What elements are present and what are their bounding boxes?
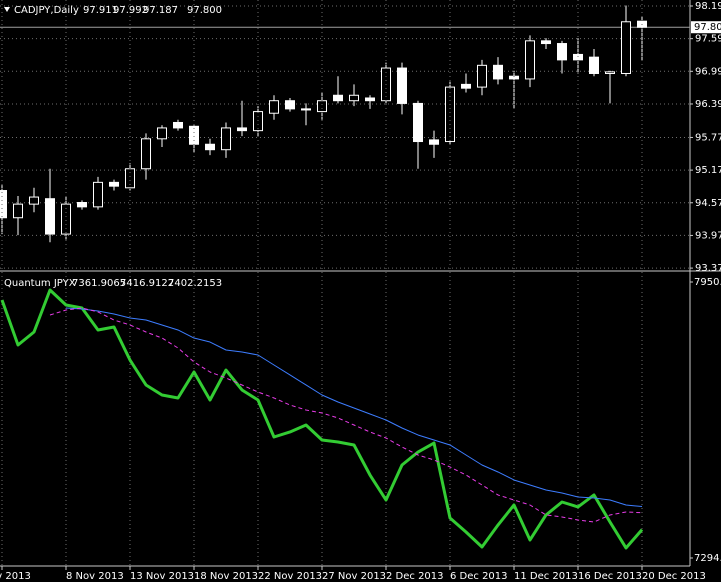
candle-body	[141, 138, 151, 170]
y-tick-label: 95.175	[695, 165, 721, 176]
ohlc-open: 97.911	[83, 5, 118, 16]
candle-body	[445, 86, 455, 143]
ohlc-low: 97.187	[143, 5, 178, 16]
candle-body	[333, 94, 343, 102]
candle-body	[573, 53, 583, 61]
x-tick-label: 22 Nov 2013	[258, 571, 322, 582]
candle-body	[413, 102, 423, 143]
candle-body	[365, 97, 375, 102]
x-tick-label: 20 Dec 2013	[642, 571, 706, 582]
candle-body	[77, 202, 87, 208]
y-tick-label: 96.390	[695, 99, 721, 110]
candle-body	[461, 83, 471, 89]
current-price-label: 97.800	[694, 22, 721, 33]
x-tick-label: 4 Nov 2013	[0, 571, 31, 582]
candle-body	[493, 64, 503, 80]
candle-body	[589, 56, 599, 74]
y-tick-label: 93.975	[695, 230, 721, 241]
candle-body	[173, 121, 183, 129]
ohlc-close: 97.800	[187, 5, 222, 16]
candle-body	[429, 139, 439, 145]
indicator-value-2: 7416.9122	[120, 278, 174, 289]
y-tick-label: 7950.94	[694, 277, 721, 288]
candle-body	[253, 111, 263, 132]
candle-body	[13, 203, 23, 219]
indicator-line	[0, 288, 644, 550]
x-tick-label: 27 Nov 2013	[322, 571, 386, 582]
symbol-label: CADJPY,Daily	[14, 5, 79, 16]
indicator-line	[65, 307, 643, 508]
candle-body	[317, 100, 327, 113]
indicator-value-3: 7402.2153	[168, 278, 222, 289]
header-arrow	[4, 7, 10, 12]
candle-body	[397, 67, 407, 104]
candle-body	[109, 181, 119, 187]
current-price-box	[691, 21, 721, 34]
y-tick-label: 7294.56	[694, 553, 721, 564]
x-tick-label: 18 Nov 2013	[194, 571, 258, 582]
candle-body	[621, 21, 631, 74]
marks	[0, 0, 721, 570]
candle-body	[269, 100, 279, 114]
y-tick-label: 94.575	[695, 198, 721, 209]
candle-body	[477, 64, 487, 88]
x-tick-label: 16 Dec 2013	[578, 571, 642, 582]
candle-body	[205, 143, 215, 151]
x-tick-label: 2 Dec 2013	[386, 571, 444, 582]
x-tick-label: 11 Dec 2013	[514, 571, 578, 582]
candle-body	[525, 40, 535, 80]
candle-body	[557, 43, 567, 61]
candle-body	[541, 40, 551, 45]
x-tick-label: 8 Nov 2013	[66, 571, 124, 582]
y-tick-label: 95.775	[695, 132, 721, 143]
indicator-line	[49, 307, 643, 523]
y-tick-label: 97.590	[695, 34, 721, 45]
candle-body	[301, 108, 311, 111]
candle-body	[349, 94, 359, 102]
x-tick-label: 13 Nov 2013	[130, 571, 194, 582]
y-tick-label: 93.375	[695, 263, 721, 274]
candle-body	[221, 127, 231, 151]
candle-body	[157, 127, 167, 140]
y-tick-label: 98.190	[695, 1, 721, 12]
candle-body	[29, 196, 39, 205]
candle-body	[285, 100, 295, 110]
indicator-title: Quantum JPYX	[4, 278, 76, 289]
candle-body	[0, 190, 7, 219]
indicator-value-1: 7361.9065	[72, 278, 126, 289]
y-tick-label: 96.990	[695, 66, 721, 77]
ohlc-high: 97.992	[113, 5, 148, 16]
candle-body	[45, 198, 55, 235]
x-tick-label: 6 Dec 2013	[450, 571, 508, 582]
candle-body	[605, 71, 615, 74]
candle-body	[237, 127, 247, 132]
candle-body	[93, 181, 103, 208]
